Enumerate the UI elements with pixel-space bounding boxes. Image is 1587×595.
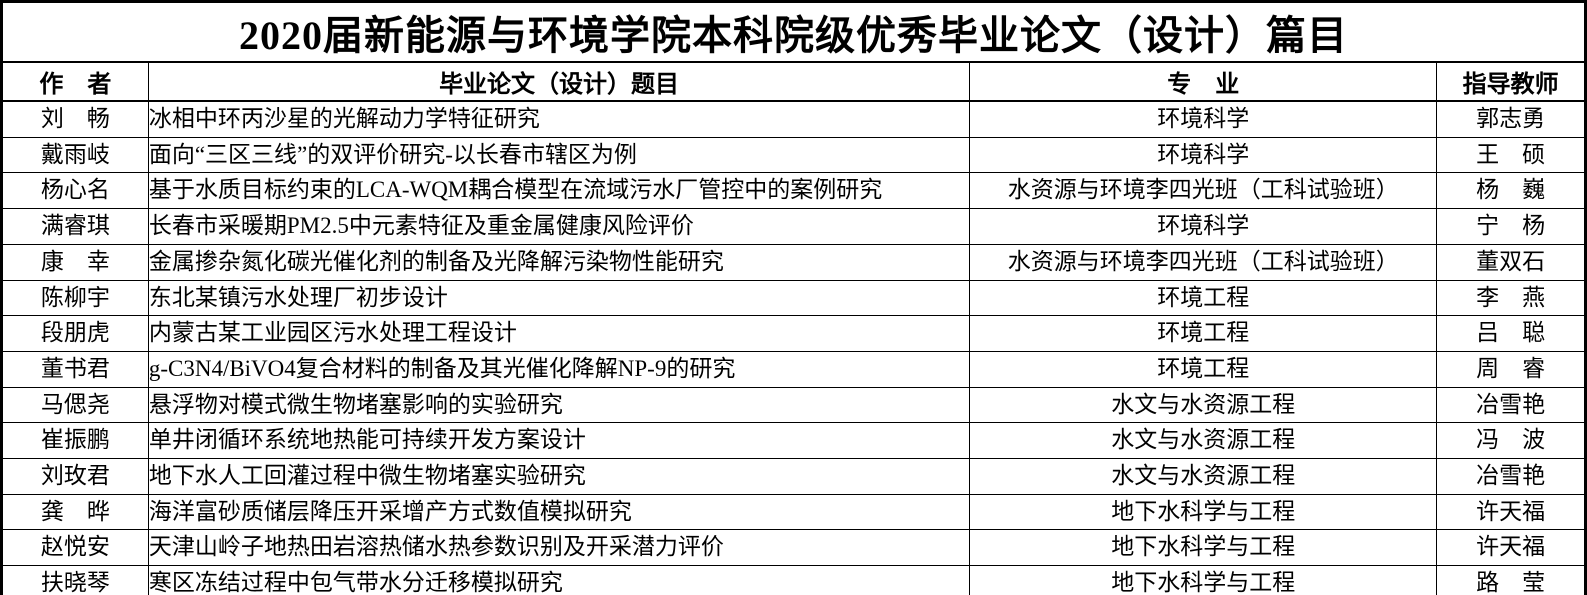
table-row: 戴雨岐 面向“三区三线”的双评价研究-以长春市辖区为例 环境科学王 硕 xyxy=(1,136,1586,174)
major-cell: 地下水科学与工程 xyxy=(969,493,1438,531)
advisor-cell: 董双石 xyxy=(1436,243,1586,281)
author-cell: 马偲尧 xyxy=(1,386,149,424)
author-cell: 陈柳宇 xyxy=(1,279,149,317)
table-row: 扶晓琴 寒区冻结过程中包气带水分迁移模拟研究 地下水科学与工程路 莹 xyxy=(1,565,1586,595)
page-title: 2020届新能源与环境学院本科院级优秀毕业论文（设计）篇目 xyxy=(1,1,1586,63)
author-cell: 龚 晔 xyxy=(1,493,149,531)
major-cell: 环境科学 xyxy=(969,136,1438,174)
thesis-title-cell: 天津山岭子地热田岩溶热储水热参数识别及开采潜力评价 xyxy=(147,529,971,567)
advisor-cell: 路 莹 xyxy=(1436,565,1586,595)
major-cell: 环境科学 xyxy=(969,100,1438,138)
major-cell: 环境科学 xyxy=(969,208,1438,245)
major-cell: 水资源与环境李四光班（工科试验班） xyxy=(969,243,1438,281)
advisor-cell: 周 睿 xyxy=(1436,350,1586,388)
major-cell: 环境工程 xyxy=(969,350,1438,388)
major-cell: 水文与水资源工程 xyxy=(969,386,1438,424)
author-cell: 崔振鹏 xyxy=(1,422,149,460)
thesis-title-cell: 内蒙古某工业园区污水处理工程设计 xyxy=(147,315,971,352)
table-row: 陈柳宇 东北某镇污水处理厂初步设计 环境工程李 燕 xyxy=(1,279,1586,317)
table-row: 康 幸金属掺杂氮化碳光催化剂的制备及光降解污染物性能研究 水资源与环境李四光班（工… xyxy=(1,243,1586,281)
table-row: 刘玫君 地下水人工回灌过程中微生物堵塞实验研究 水文与水资源工程 冶雪艳 xyxy=(1,458,1586,495)
author-cell: 段朋虎 xyxy=(1,315,149,352)
table-row: 马偲尧 悬浮物对模式微生物堵塞影响的实验研究 水文与水资源工程 冶雪艳 xyxy=(1,386,1586,424)
major-cell: 环境工程 xyxy=(969,315,1438,352)
thesis-title-cell: 海洋富砂质储层降压开采增产方式数值模拟研究 xyxy=(147,493,971,531)
advisor-cell: 宁 杨 xyxy=(1436,208,1586,245)
thesis-title-cell: g-C3N4/BiVO4复合材料的制备及其光催化降解NP-9的研究 xyxy=(147,350,971,388)
author-cell: 刘 畅 xyxy=(1,100,149,138)
table-row: 龚 晔海洋富砂质储层降压开采增产方式数值模拟研究 地下水科学与工程 许天福 xyxy=(1,493,1586,531)
author-cell: 董书君 xyxy=(1,350,149,388)
advisor-cell: 许天福 xyxy=(1436,493,1586,531)
advisor-cell: 郭志勇 xyxy=(1436,100,1586,138)
major-cell: 水文与水资源工程 xyxy=(969,422,1438,460)
thesis-title-cell: 冰相中环丙沙星的光解动力学特征研究 xyxy=(147,100,971,138)
table-row: 满睿琪 长春市采暖期PM2.5中元素特征及重金属健康风险评价 环境科学宁 杨 xyxy=(1,208,1586,245)
thesis-title-cell: 基于水质目标约束的LCA-WQM耦合模型在流域污水厂管控中的案例研究 xyxy=(147,172,971,210)
major-cell: 水文与水资源工程 xyxy=(969,458,1438,495)
title-row: 2020届新能源与环境学院本科院级优秀毕业论文（设计）篇目 xyxy=(1,1,1586,63)
author-cell: 戴雨岐 xyxy=(1,136,149,174)
thesis-title-cell: 单井闭循环系统地热能可持续开发方案设计 xyxy=(147,422,971,460)
header-major: 专 业 xyxy=(969,61,1438,102)
thesis-title-cell: 东北某镇污水处理厂初步设计 xyxy=(147,279,971,317)
thesis-title-cell: 面向“三区三线”的双评价研究-以长春市辖区为例 xyxy=(147,136,971,174)
advisor-cell: 王 硕 xyxy=(1436,136,1586,174)
advisor-cell: 吕 聪 xyxy=(1436,315,1586,352)
header-author: 作 者 xyxy=(1,61,149,102)
table-row: 崔振鹏 单井闭循环系统地热能可持续开发方案设计 水文与水资源工程冯 波 xyxy=(1,422,1586,460)
header-row: 作 者 毕业论文（设计）题目 专 业 指导教师 xyxy=(1,61,1586,102)
author-cell: 满睿琪 xyxy=(1,208,149,245)
advisor-cell: 杨 巍 xyxy=(1436,172,1586,210)
author-cell: 康 幸 xyxy=(1,243,149,281)
table-row: 董书君 g-C3N4/BiVO4复合材料的制备及其光催化降解NP-9的研究 环境工程… xyxy=(1,350,1586,388)
header-advisor: 指导教师 xyxy=(1436,61,1586,102)
advisor-cell: 冶雪艳 xyxy=(1436,458,1586,495)
major-cell: 地下水科学与工程 xyxy=(969,529,1438,567)
thesis-title-cell: 悬浮物对模式微生物堵塞影响的实验研究 xyxy=(147,386,971,424)
table-body: 刘 畅冰相中环丙沙星的光解动力学特征研究 环境科学 郭志勇 戴雨岐 面向“三区三线”的双… xyxy=(1,100,1586,595)
thesis-title-cell: 金属掺杂氮化碳光催化剂的制备及光降解污染物性能研究 xyxy=(147,243,971,281)
advisor-cell: 冯 波 xyxy=(1436,422,1586,460)
advisor-cell: 李 燕 xyxy=(1436,279,1586,317)
thesis-title-cell: 长春市采暖期PM2.5中元素特征及重金属健康风险评价 xyxy=(147,208,971,245)
author-cell: 赵悦安 xyxy=(1,529,149,567)
thesis-title-cell: 地下水人工回灌过程中微生物堵塞实验研究 xyxy=(147,458,971,495)
advisor-cell: 冶雪艳 xyxy=(1436,386,1586,424)
table-row: 段朋虎 内蒙古某工业园区污水处理工程设计 环境工程吕 聪 xyxy=(1,315,1586,352)
major-cell: 环境工程 xyxy=(969,279,1438,317)
author-cell: 杨心名 xyxy=(1,172,149,210)
thesis-title-cell: 寒区冻结过程中包气带水分迁移模拟研究 xyxy=(147,565,971,595)
major-cell: 地下水科学与工程 xyxy=(969,565,1438,595)
author-cell: 扶晓琴 xyxy=(1,565,149,595)
table-row: 杨心名 基于水质目标约束的LCA-WQM耦合模型在流域污水厂管控中的案例研究 水资源… xyxy=(1,172,1586,210)
table-row: 赵悦安 天津山岭子地热田岩溶热储水热参数识别及开采潜力评价 地下水科学与工程 许天福 xyxy=(1,529,1586,567)
table-row: 刘 畅冰相中环丙沙星的光解动力学特征研究 环境科学 郭志勇 xyxy=(1,100,1586,138)
header-thesis-title: 毕业论文（设计）题目 xyxy=(147,61,971,102)
major-cell: 水资源与环境李四光班（工科试验班） xyxy=(969,172,1438,210)
advisor-cell: 许天福 xyxy=(1436,529,1586,567)
author-cell: 刘玫君 xyxy=(1,458,149,495)
